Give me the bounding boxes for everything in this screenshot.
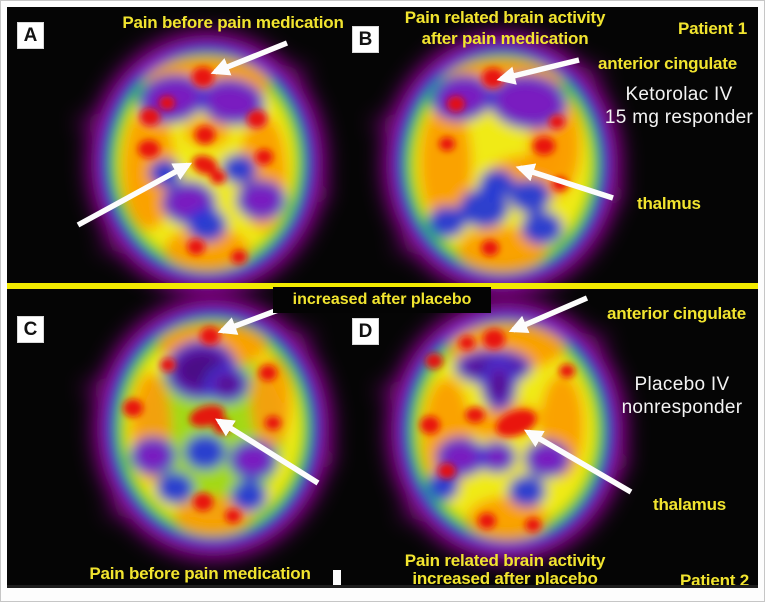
anterior-cingulate-label-top: anterior cingulate bbox=[597, 54, 737, 73]
treatment-label-patient1: Ketorolac IV 15 mg responder bbox=[602, 83, 756, 129]
panel-letter-b: B bbox=[353, 27, 378, 52]
panel-d-caption-line1: Pain related brain activity bbox=[404, 551, 606, 570]
thalamus-label-top: thalmus bbox=[637, 194, 701, 213]
increased-after-placebo-label: increased after placebo bbox=[273, 287, 491, 313]
panel-b-title-line1: Pain related brain activity bbox=[404, 8, 606, 27]
panel-divider-line bbox=[7, 283, 758, 289]
anterior-cingulate-label-bottom: anterior cingulate bbox=[606, 304, 746, 323]
treatment-2-line2: nonresponder bbox=[621, 397, 743, 418]
treatment-label-patient2: Placebo IV nonresponder bbox=[612, 373, 752, 419]
pet-scan-c bbox=[53, 268, 373, 585]
pet-scan-b bbox=[342, 7, 662, 329]
panel-letter-a: A bbox=[18, 23, 43, 48]
figure-canvas: A B C D Pain before pain medication Pain… bbox=[7, 7, 758, 588]
cursor-artifact bbox=[333, 570, 341, 585]
panel-letter-d: D bbox=[353, 319, 378, 344]
treatment-1-line2: 15 mg responder bbox=[604, 107, 754, 128]
panel-a-title: Pain before pain medication bbox=[122, 13, 344, 32]
panel-b-title-line2: after pain medication bbox=[421, 29, 589, 48]
panel-letter-c: C bbox=[18, 317, 43, 342]
panel-d-caption: Pain related brain activity increased af… bbox=[392, 551, 618, 588]
panel-d-caption-line2: increased after placebo bbox=[412, 569, 598, 588]
panel-b-title: Pain related brain activity after pain m… bbox=[387, 7, 623, 49]
treatment-1-line1: Ketorolac IV bbox=[625, 84, 733, 105]
patient-2-label: Patient 2 bbox=[679, 571, 749, 588]
patient-1-label: Patient 1 bbox=[677, 19, 747, 38]
thalamus-label-bottom: thalamus bbox=[653, 495, 727, 514]
treatment-2-line1: Placebo IV bbox=[634, 374, 730, 395]
panel-c-caption: Pain before pain medication bbox=[89, 564, 311, 583]
